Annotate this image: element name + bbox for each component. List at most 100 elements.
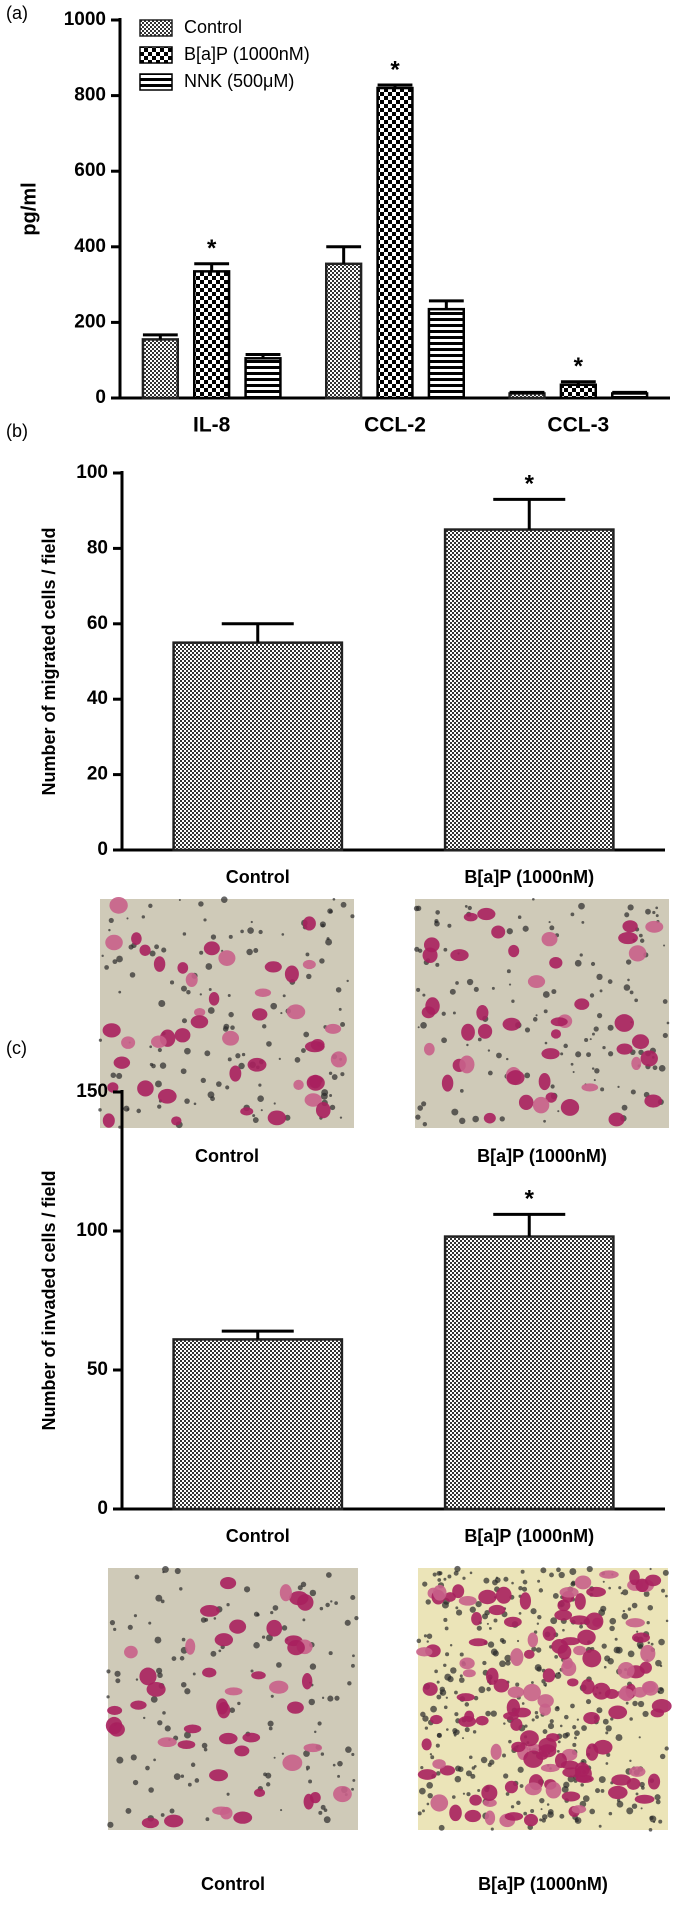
cell	[502, 1017, 521, 1031]
pore	[300, 1581, 307, 1588]
pore	[154, 944, 159, 950]
pore	[443, 1705, 448, 1710]
cell	[185, 1638, 196, 1655]
pore	[205, 963, 213, 970]
pore	[589, 1808, 596, 1815]
pore	[337, 1774, 341, 1778]
cell	[304, 1041, 325, 1053]
pore	[318, 1810, 323, 1815]
pore	[282, 994, 286, 998]
pore	[351, 1663, 355, 1668]
pore	[171, 1656, 177, 1661]
cell	[561, 1791, 581, 1802]
cell	[511, 1741, 526, 1753]
pore	[203, 918, 207, 922]
pore	[340, 901, 347, 908]
pore	[594, 1068, 600, 1074]
micrograph	[416, 1565, 672, 1832]
cell	[581, 1083, 599, 1092]
cell	[507, 1686, 525, 1698]
pore	[639, 933, 643, 938]
pore	[180, 1068, 187, 1075]
pore	[605, 1762, 609, 1765]
cell	[109, 896, 128, 914]
cell	[611, 1774, 632, 1786]
cell	[559, 1586, 579, 1598]
pore	[435, 1743, 440, 1748]
pore	[335, 987, 342, 993]
pore	[477, 1789, 481, 1793]
pore	[252, 1117, 259, 1123]
cell	[109, 1722, 125, 1737]
pore	[329, 1094, 333, 1097]
pore	[114, 1670, 121, 1677]
pore	[443, 1577, 447, 1581]
pore	[257, 1095, 264, 1103]
pore	[199, 993, 202, 996]
cell	[200, 1604, 220, 1617]
pore	[563, 1043, 568, 1049]
pore	[605, 1731, 609, 1735]
pore	[541, 1818, 546, 1823]
cell	[450, 949, 469, 962]
pore	[148, 1621, 152, 1625]
error-bar	[560, 380, 596, 385]
cell	[510, 1718, 523, 1731]
pore	[150, 1695, 158, 1703]
cell	[469, 1794, 482, 1806]
pore	[452, 1011, 456, 1015]
pore	[655, 1799, 661, 1805]
cell	[177, 962, 189, 974]
pore	[491, 986, 495, 990]
cell	[614, 1014, 634, 1032]
pore	[522, 1586, 528, 1592]
y-tick-label: 600	[74, 160, 106, 181]
pore	[629, 1759, 632, 1763]
pore	[156, 1667, 163, 1674]
pore	[490, 1710, 497, 1717]
significance-marker: *	[525, 1186, 535, 1213]
y-tick-label: 80	[87, 537, 108, 558]
pore	[602, 1045, 606, 1050]
pore	[321, 1696, 325, 1699]
pore	[536, 1622, 540, 1625]
cell	[545, 1092, 557, 1103]
cell	[304, 1093, 322, 1107]
cell	[478, 1589, 497, 1605]
y-axis-label: Number of invaded cells / field	[39, 1170, 59, 1430]
cell	[425, 997, 440, 1016]
pore	[184, 1098, 190, 1104]
pore	[557, 1110, 560, 1113]
cell	[580, 1678, 595, 1695]
cell	[631, 1034, 650, 1050]
pore	[118, 990, 122, 994]
pore	[157, 1047, 162, 1053]
cell	[209, 1769, 229, 1782]
cell	[422, 947, 438, 963]
pore	[148, 1787, 154, 1793]
pore	[559, 1813, 565, 1819]
pore	[539, 1797, 545, 1804]
cell	[625, 1618, 645, 1628]
pore	[589, 1038, 592, 1041]
pore	[499, 1116, 505, 1122]
pore	[319, 1606, 324, 1611]
cell	[616, 1043, 633, 1055]
cell	[456, 1693, 475, 1702]
cell	[183, 1724, 202, 1734]
cell	[622, 920, 638, 933]
bar	[427, 307, 465, 400]
cell	[315, 1101, 331, 1119]
pore	[432, 1572, 437, 1577]
pore	[559, 1724, 563, 1728]
cell	[164, 1814, 184, 1828]
cell	[202, 1667, 217, 1678]
pore	[487, 1049, 491, 1052]
pore	[281, 1752, 285, 1755]
cell	[330, 1051, 347, 1068]
pore	[659, 1687, 664, 1691]
error-bar	[326, 245, 362, 264]
x-tick-label: Control	[226, 1526, 290, 1546]
pore	[664, 1746, 669, 1751]
y-tick-label: 200	[74, 311, 106, 332]
